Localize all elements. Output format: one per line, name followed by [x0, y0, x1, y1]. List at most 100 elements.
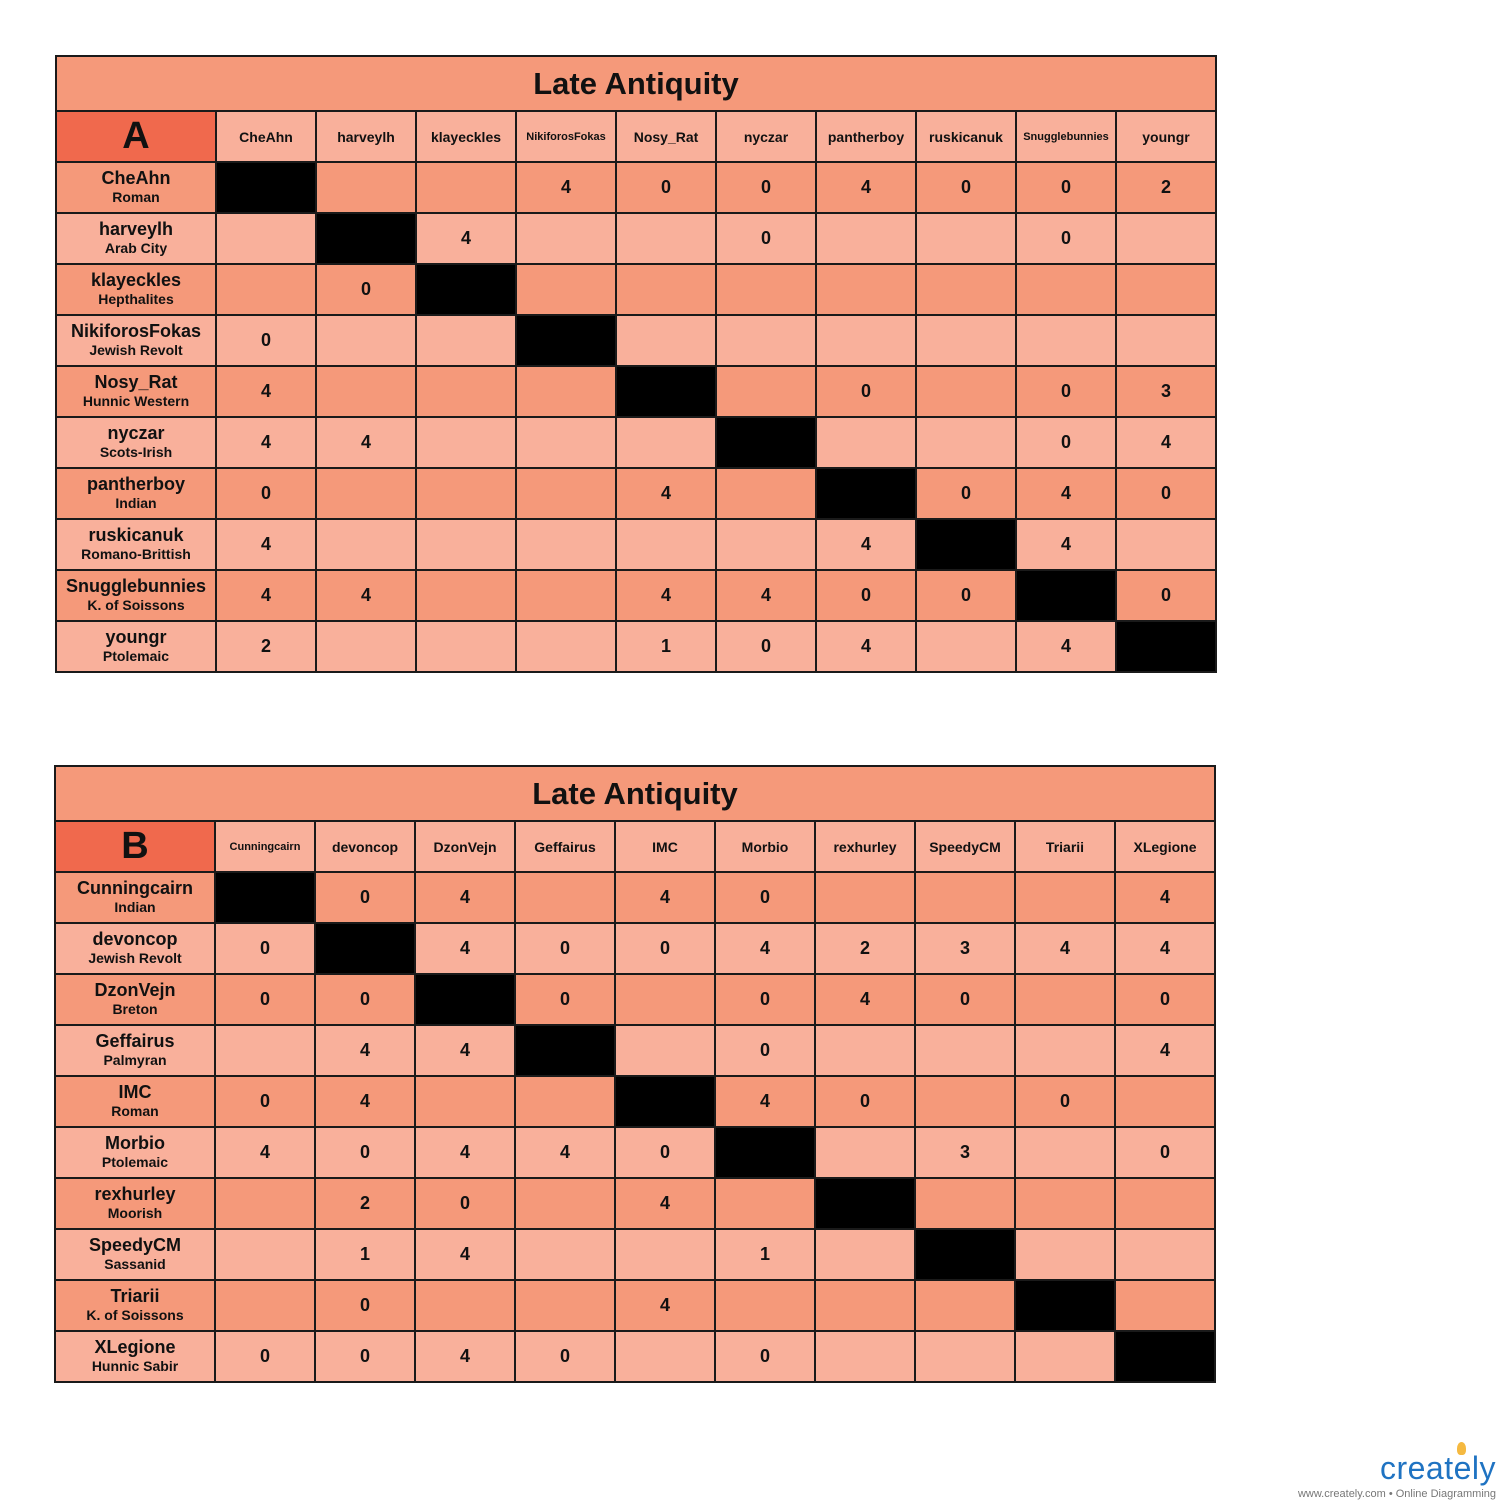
result-cell: [615, 314, 717, 367]
result-cell: [515, 263, 617, 316]
result-cell: [1014, 973, 1116, 1026]
table-row: Cunningcairn Indian 0 4 4 0 4: [54, 871, 1216, 924]
result-cell: [1014, 1024, 1116, 1077]
row-header: nyczar Scots-Irish: [55, 416, 217, 469]
result-cell: 4: [1115, 416, 1217, 469]
table-row: SpeedyCM Sassanid 1 4 1: [54, 1228, 1216, 1281]
result-cell: [814, 871, 916, 924]
result-cell: 4: [1114, 1024, 1216, 1077]
table-row: IMC Roman 0 4 4 0 0: [54, 1075, 1216, 1128]
result-cell: [515, 518, 617, 571]
player-name: klayeckles: [90, 270, 182, 291]
column-header: SpeedyCM: [914, 820, 1016, 873]
result-cell: [814, 1279, 916, 1332]
row-header: Cunningcairn Indian: [54, 871, 216, 924]
result-cell: [1114, 1177, 1216, 1230]
result-cell: 0: [915, 569, 1017, 622]
table-title: Late Antiquity: [55, 55, 1217, 112]
result-cell: [515, 365, 617, 418]
result-cell: [615, 263, 717, 316]
result-cell: 3: [914, 1126, 1016, 1179]
result-cell: 0: [1014, 1075, 1116, 1128]
result-cell: 0: [714, 973, 816, 1026]
result-cell: [215, 263, 317, 316]
civilization-name: Hepthalites: [98, 291, 174, 308]
table-row: NikiforosFokas Jewish Revolt 0: [55, 314, 1217, 367]
result-cell: [515, 569, 617, 622]
result-cell: 4: [315, 416, 417, 469]
result-cell: [814, 1024, 916, 1077]
result-cell: 4: [615, 467, 717, 520]
table-row: rexhurley Moorish 2 0 4: [54, 1177, 1216, 1230]
column-header: DzonVejn: [414, 820, 516, 873]
diagonal-cell: [1115, 620, 1217, 673]
row-header: SpeedyCM Sassanid: [54, 1228, 216, 1281]
result-cell: 3: [914, 922, 1016, 975]
row-header: youngr Ptolemaic: [55, 620, 217, 673]
column-header: Cunningcairn: [214, 820, 316, 873]
column-header: harveylh: [315, 110, 417, 163]
result-cell: 4: [614, 871, 716, 924]
column-header: rexhurley: [814, 820, 916, 873]
standings-table-a: Late Antiquity A CheAhn harveylh klayeckles N…: [55, 55, 1217, 673]
row-header: XLegione Hunnic Sabir: [54, 1330, 216, 1383]
diagonal-cell: [714, 1126, 816, 1179]
row-header: Morbio Ptolemaic: [54, 1126, 216, 1179]
result-cell: 4: [414, 1024, 516, 1077]
column-header: nyczar: [715, 110, 817, 163]
diagonal-cell: [414, 973, 516, 1026]
result-cell: [614, 1228, 716, 1281]
table-row: XLegione Hunnic Sabir 0 0 4 0 0: [54, 1330, 1216, 1383]
player-name: Triarii: [110, 1286, 160, 1307]
result-cell: 4: [414, 1330, 516, 1383]
title-row: Late Antiquity: [55, 55, 1217, 112]
result-cell: 0: [514, 922, 616, 975]
result-cell: 0: [915, 467, 1017, 520]
civilization-name: Scots-Irish: [99, 444, 173, 461]
result-cell: [1115, 263, 1217, 316]
result-cell: [615, 416, 717, 469]
result-cell: [415, 314, 517, 367]
diagonal-cell: [615, 365, 717, 418]
result-cell: [914, 1177, 1016, 1230]
result-cell: 4: [815, 620, 917, 673]
table-row: Snugglebunnies K. of Soissons 4 4 4 4 0 0 0: [55, 569, 1217, 622]
table-row: pantherboy Indian 0 4 0 4 0: [55, 467, 1217, 520]
result-cell: 0: [714, 1330, 816, 1383]
result-cell: [1014, 1330, 1116, 1383]
column-header: ruskicanuk: [915, 110, 1017, 163]
result-cell: 4: [814, 973, 916, 1026]
result-cell: [415, 620, 517, 673]
civilization-name: Ptolemaic: [102, 648, 170, 665]
standings-table-b: Late Antiquity B Cunningcairn devoncop DzonV…: [54, 765, 1216, 1383]
result-cell: 0: [614, 922, 716, 975]
result-cell: 4: [414, 1228, 516, 1281]
result-cell: 4: [1114, 871, 1216, 924]
result-cell: [214, 1177, 316, 1230]
result-cell: [915, 314, 1017, 367]
result-cell: [815, 416, 917, 469]
result-cell: 4: [414, 922, 516, 975]
result-cell: 1: [615, 620, 717, 673]
table-row: Morbio Ptolemaic 4 0 4 4 0 3 0: [54, 1126, 1216, 1179]
result-cell: [514, 871, 616, 924]
player-name: ruskicanuk: [88, 525, 184, 546]
result-cell: 0: [1015, 161, 1117, 214]
diagonal-cell: [415, 263, 517, 316]
table-row: Geffairus Palmyran 4 4 0 4: [54, 1024, 1216, 1077]
result-cell: [315, 620, 417, 673]
result-cell: 0: [214, 922, 316, 975]
result-cell: 0: [814, 1075, 916, 1128]
result-cell: [514, 1177, 616, 1230]
result-cell: [514, 1228, 616, 1281]
row-header: IMC Roman: [54, 1075, 216, 1128]
result-cell: 1: [714, 1228, 816, 1281]
row-header: NikiforosFokas Jewish Revolt: [55, 314, 217, 367]
result-cell: 0: [1015, 365, 1117, 418]
result-cell: 0: [514, 1330, 616, 1383]
result-cell: 4: [315, 569, 417, 622]
result-cell: 4: [614, 1279, 716, 1332]
lightbulb-icon: [1457, 1442, 1466, 1455]
result-cell: [514, 1075, 616, 1128]
civilization-name: Indian: [115, 495, 157, 512]
